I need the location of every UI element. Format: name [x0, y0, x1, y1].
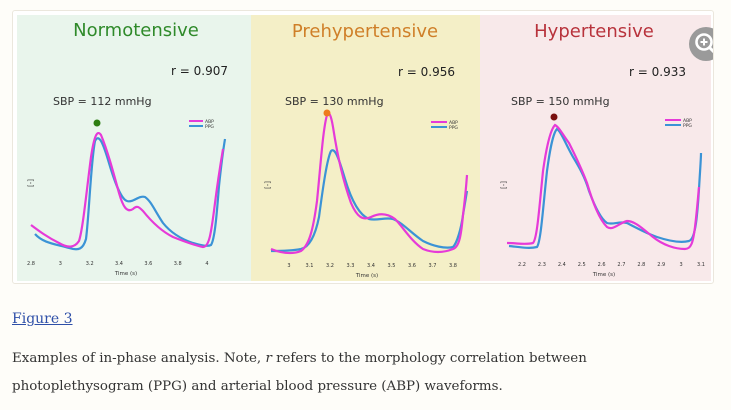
x-axis-ticks-hypertensive: 2.2 2.3 2.4 2.5 2.6 2.7 2.8 2.9 3 3.1 — [518, 262, 705, 268]
legend-hypertensive: ABP PPG — [665, 118, 692, 129]
panel-prehypertensive-bg — [251, 15, 480, 281]
x-axis-ticks-prehypertensive: 3 3.1 3.2 3.3 3.4 3.5 3.6 3.7 3.8 — [287, 263, 457, 269]
y-axis-label: [-] — [264, 181, 272, 189]
abp-waveform — [506, 123, 701, 251]
x-tick-label: 4 — [205, 261, 208, 267]
legend-ppg-label: PPG — [205, 124, 214, 130]
panel-title-hypertensive: Hypertensive — [534, 21, 654, 42]
x-tick-label: 2.8 — [27, 261, 35, 267]
correlation-label: r = 0.956 — [398, 65, 455, 79]
figure-image[interactable]: Normotensive Prehypertensive Hypertensiv… — [12, 10, 714, 284]
legend-prehypertensive: ABP PPG — [431, 120, 458, 131]
legend-ppg-label: PPG — [449, 125, 458, 131]
y-axis-label: [-] — [27, 179, 35, 187]
x-tick-label: 2.9 — [657, 262, 665, 268]
abp-waveform — [270, 112, 469, 255]
x-tick-label: 2.2 — [518, 262, 526, 268]
correlation-label: r = 0.933 — [629, 65, 686, 79]
sbp-label: SBP = 112 mmHg — [53, 95, 152, 108]
y-axis-label: [-] — [500, 181, 508, 189]
x-axis-label: Time (s) — [114, 271, 137, 277]
x-tick-label: 3 — [680, 262, 683, 268]
x-tick-label: 3.8 — [449, 263, 457, 269]
zoom-button[interactable] — [689, 27, 713, 61]
x-tick-label: 3.5 — [388, 263, 396, 269]
x-tick-label: 3.7 — [429, 263, 437, 269]
abp-waveform — [30, 131, 225, 249]
panel-normotensive-bg — [17, 15, 251, 281]
panel-hypertensive-bg — [480, 15, 711, 281]
x-tick-label: 2.5 — [578, 262, 586, 268]
x-axis-ticks-normotensive: 2.8 3 3.2 3.4 3.6 3.8 4 — [27, 261, 209, 267]
legend-abp-label: ABP — [449, 120, 458, 126]
x-tick-label: 3.2 — [86, 261, 94, 267]
sbp-peak-marker — [550, 113, 558, 121]
legend-normotensive: ABP PPG — [189, 119, 214, 130]
x-tick-label: 3.6 — [144, 261, 152, 267]
x-tick-label: 2.7 — [617, 262, 625, 268]
x-tick-label: 2.3 — [538, 262, 546, 268]
correlation-label: r = 0.907 — [171, 64, 228, 78]
sbp-peak-marker — [93, 119, 101, 127]
legend-abp-label: ABP — [205, 119, 214, 125]
x-tick-label: 2.8 — [637, 262, 645, 268]
x-tick-label: 3.1 — [697, 262, 705, 268]
x-axis-label: Time (s) — [592, 272, 615, 278]
legend-ppg-label: PPG — [683, 123, 692, 129]
sbp-peak-marker — [323, 109, 331, 117]
legend-abp-label: ABP — [683, 118, 692, 124]
x-tick-label: 2.6 — [598, 262, 606, 268]
x-tick-label: 3.3 — [347, 263, 355, 269]
x-tick-label: 3.4 — [115, 261, 123, 267]
x-tick-label: 2.4 — [558, 262, 566, 268]
caption-text: Examples of in-phase analysis. Note, — [12, 351, 266, 366]
x-tick-label: 3.4 — [367, 263, 375, 269]
figure-panels: Normotensive Prehypertensive Hypertensiv… — [17, 15, 711, 281]
x-tick-label: 3 — [59, 261, 62, 267]
x-tick-label: 3.1 — [306, 263, 314, 269]
x-tick-label: 3.2 — [326, 263, 334, 269]
figure-caption: Examples of in-phase analysis. Note, r r… — [12, 345, 712, 400]
x-tick-label: 3.6 — [408, 263, 416, 269]
x-tick-label: 3.8 — [174, 261, 182, 267]
panel-title-normotensive: Normotensive — [73, 20, 199, 41]
figure-link[interactable]: Figure 3 — [12, 311, 73, 327]
sbp-label: SBP = 130 mmHg — [285, 95, 384, 108]
zoom-in-icon — [695, 33, 713, 54]
sbp-label: SBP = 150 mmHg — [511, 95, 610, 108]
x-tick-label: 3 — [287, 263, 290, 269]
ppg-waveform — [34, 137, 227, 251]
panel-title-prehypertensive: Prehypertensive — [292, 21, 438, 42]
caption-r-symbol: r — [265, 351, 272, 366]
caption-text-rest: refers to the morphology correlation bet… — [12, 351, 587, 394]
x-axis-label: Time (s) — [355, 273, 378, 279]
